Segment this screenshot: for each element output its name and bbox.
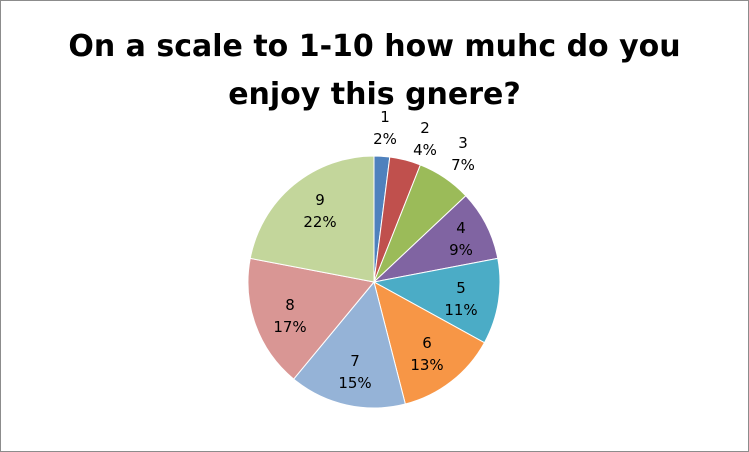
pie-slice-6 [373,281,486,405]
data-label-percent-3: 7% [451,156,475,174]
pie-slice-7 [292,280,406,409]
data-label-category-9: 9 [315,191,325,209]
data-label-percent-9: 22% [303,213,336,231]
data-label-category-1: 1 [380,108,390,126]
data-label-category-8: 8 [285,296,295,314]
data-label-percent-5: 11% [444,301,477,319]
data-label-category-2: 2 [420,119,430,137]
data-label-percent-2: 4% [413,141,437,159]
chart-title-line1: On a scale to 1-10 how muhc do you [68,29,681,64]
data-label-percent-7: 15% [338,374,371,392]
data-label-percent-1: 2% [373,130,397,148]
chart-title-line2: enjoy this gnere? [228,77,521,112]
data-label-category-6: 6 [422,334,432,352]
pie-slice-5 [372,257,501,344]
data-label-percent-6: 13% [410,356,443,374]
data-label-percent-4: 9% [449,241,473,259]
data-label-category-3: 3 [458,134,468,152]
data-label-category-5: 5 [456,279,466,297]
chart-title: On a scale to 1-10 how muhc do you enjoy… [1,23,748,119]
data-label-category-4: 4 [456,219,466,237]
data-label-category-7: 7 [350,352,360,370]
pie-slice-8 [247,257,375,380]
pie-slice-9 [249,155,375,283]
data-label-percent-8: 17% [273,318,306,336]
